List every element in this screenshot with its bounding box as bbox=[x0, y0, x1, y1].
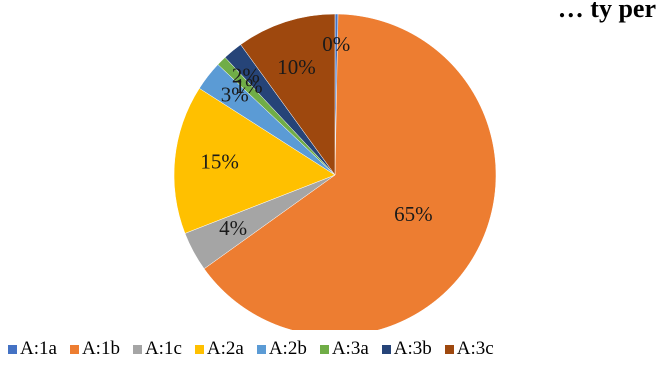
legend-swatch bbox=[132, 344, 142, 354]
pie-slice-a3c bbox=[240, 13, 336, 176]
legend-swatch bbox=[319, 344, 329, 354]
pie-plot-area: 0% 65% 4% 15% 3%1%2% 10% bbox=[173, 13, 497, 330]
legend-label: A:2b bbox=[268, 338, 307, 359]
legend-item-a3a: A:3a bbox=[319, 338, 369, 360]
legend-swatch bbox=[69, 344, 79, 354]
legend-item-a2a: A:2a bbox=[194, 338, 244, 360]
slice-label-a3b: 2% bbox=[232, 63, 260, 87]
legend-item-a2b: A:2b bbox=[256, 338, 307, 360]
legend-label: A:1b bbox=[81, 338, 120, 359]
legend-swatch bbox=[194, 344, 204, 354]
slice-label-a3c: 10% bbox=[277, 55, 316, 79]
slice-label-a2b: 3% bbox=[221, 83, 249, 107]
slice-label-a2a: 15% bbox=[200, 149, 239, 173]
legend-label: A:1a bbox=[20, 338, 57, 359]
legend-label: A:3c bbox=[456, 338, 494, 359]
legend-item-a1a: A:1a bbox=[8, 338, 57, 360]
legend-item-a3c: A:3c bbox=[444, 338, 494, 360]
legend-label: A:3b bbox=[393, 338, 432, 359]
legend-item-a1b: A:1b bbox=[69, 338, 120, 360]
legend-label: A:3a bbox=[331, 338, 369, 359]
chart-title: … ty per bbox=[557, 0, 656, 23]
pie-slice-a2a bbox=[173, 87, 336, 234]
slice-label-a3a: 1% bbox=[235, 74, 263, 98]
legend-label: A:2a bbox=[206, 338, 244, 359]
slice-label-a1b: 65% bbox=[394, 202, 433, 226]
slice-label-a1a: 0% bbox=[322, 32, 350, 56]
legend-swatch bbox=[256, 344, 266, 354]
legend-label: A:1c bbox=[144, 338, 182, 359]
slice-label-a1c: 4% bbox=[219, 216, 247, 240]
legend-swatch bbox=[381, 344, 391, 354]
legend-item-a3b: A:3b bbox=[381, 338, 432, 360]
legend-swatch bbox=[8, 344, 17, 354]
legend-item-a1c: A:1c bbox=[132, 338, 182, 360]
pie-slice-a1b bbox=[203, 13, 497, 330]
legend: A:1a A:1b A:1c A:2a A:2b A:3a A:3b A:3c bbox=[8, 338, 664, 360]
legend-swatch bbox=[444, 344, 454, 354]
